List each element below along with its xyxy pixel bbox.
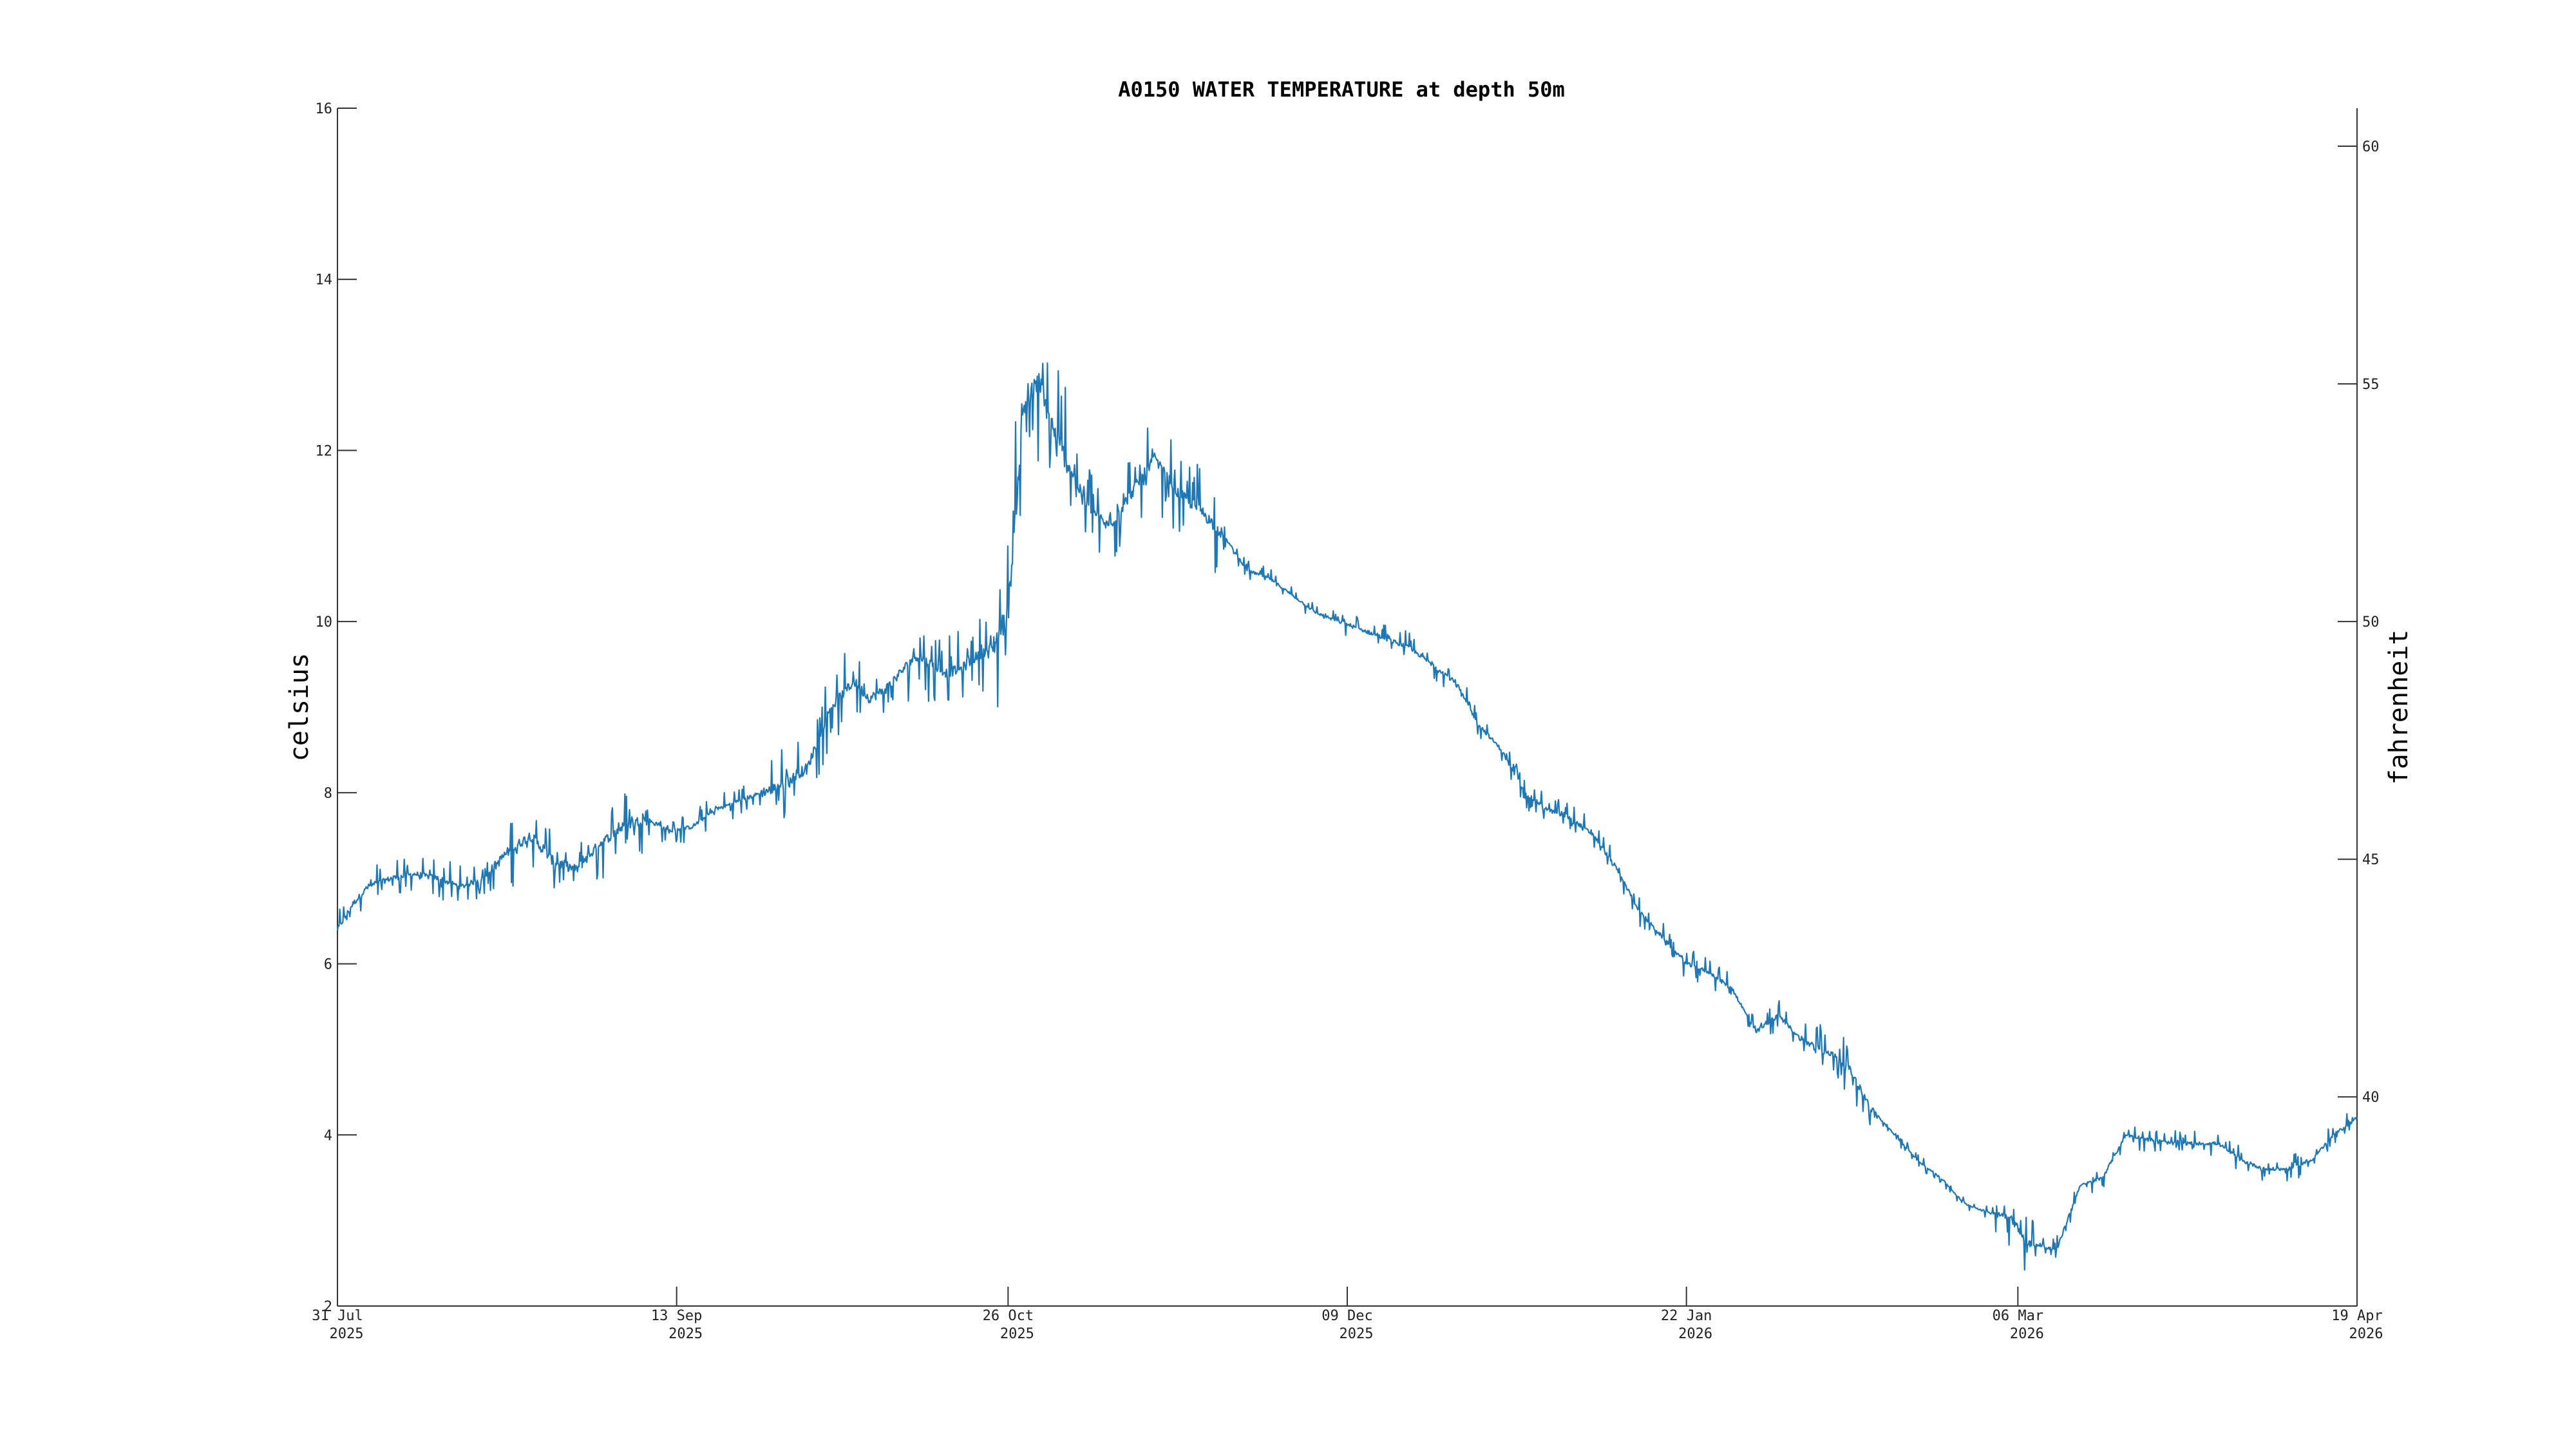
temperature-series-line <box>336 362 2358 1271</box>
x-tick-label-year: 2026 <box>1678 1326 1712 1342</box>
x-tick-label-year: 2025 <box>1000 1326 1034 1342</box>
chart-title: A0150 WATER TEMPERATURE at depth 50m <box>1118 77 1565 102</box>
x-ticks: 31 Jul 2025 13 Sep 2025 26 Oct 2025 09 Dec 2025… <box>312 1287 2383 1342</box>
y-tick-label-left: 16 <box>316 101 333 117</box>
y-tick-label-right: 40 <box>2362 1090 2380 1106</box>
y-axis-label-right: fahrenheit <box>2384 630 2414 785</box>
x-tick-label-date: 06 Mar <box>1993 1308 2043 1324</box>
x-tick-label-date: 19 Apr <box>2331 1308 2382 1324</box>
y-tick-label-left: 2 <box>324 1299 332 1315</box>
x-tick-label-date: 22 Jan <box>1661 1308 1712 1324</box>
y-tick-label-left: 10 <box>316 614 333 630</box>
y-axis-label-left: celsius <box>285 653 314 762</box>
plot-axes <box>337 108 2358 1307</box>
x-tick-label-year: 2025 <box>330 1326 364 1342</box>
y-tick-label-left: 4 <box>324 1128 332 1144</box>
left-y-ticks: 2 4 6 8 10 12 14 16 <box>316 101 357 1315</box>
y-tick-label-left: 12 <box>316 443 333 459</box>
y-tick-label-right: 50 <box>2362 614 2380 630</box>
x-tick-label-date: 09 Dec <box>1321 1308 1372 1324</box>
y-tick-label-right: 55 <box>2362 377 2380 393</box>
x-tick-label-year: 2025 <box>668 1326 703 1342</box>
x-tick-label-date: 26 Oct <box>983 1308 1034 1324</box>
y-tick-label-right: 45 <box>2362 852 2380 868</box>
x-tick-label-year: 2025 <box>1340 1326 1374 1342</box>
y-tick-label-left: 6 <box>324 957 332 973</box>
x-tick-label-date: 31 Jul <box>312 1308 363 1324</box>
right-y-ticks: 40 45 50 55 60 <box>2338 139 2380 1106</box>
y-tick-label-left: 8 <box>324 786 332 802</box>
x-tick-label-year: 2026 <box>2349 1326 2383 1342</box>
x-tick-label-date: 13 Sep <box>651 1308 702 1324</box>
x-tick-label-year: 2026 <box>2010 1326 2044 1342</box>
y-tick-label-left: 14 <box>316 272 333 289</box>
y-tick-label-right: 60 <box>2362 139 2380 155</box>
